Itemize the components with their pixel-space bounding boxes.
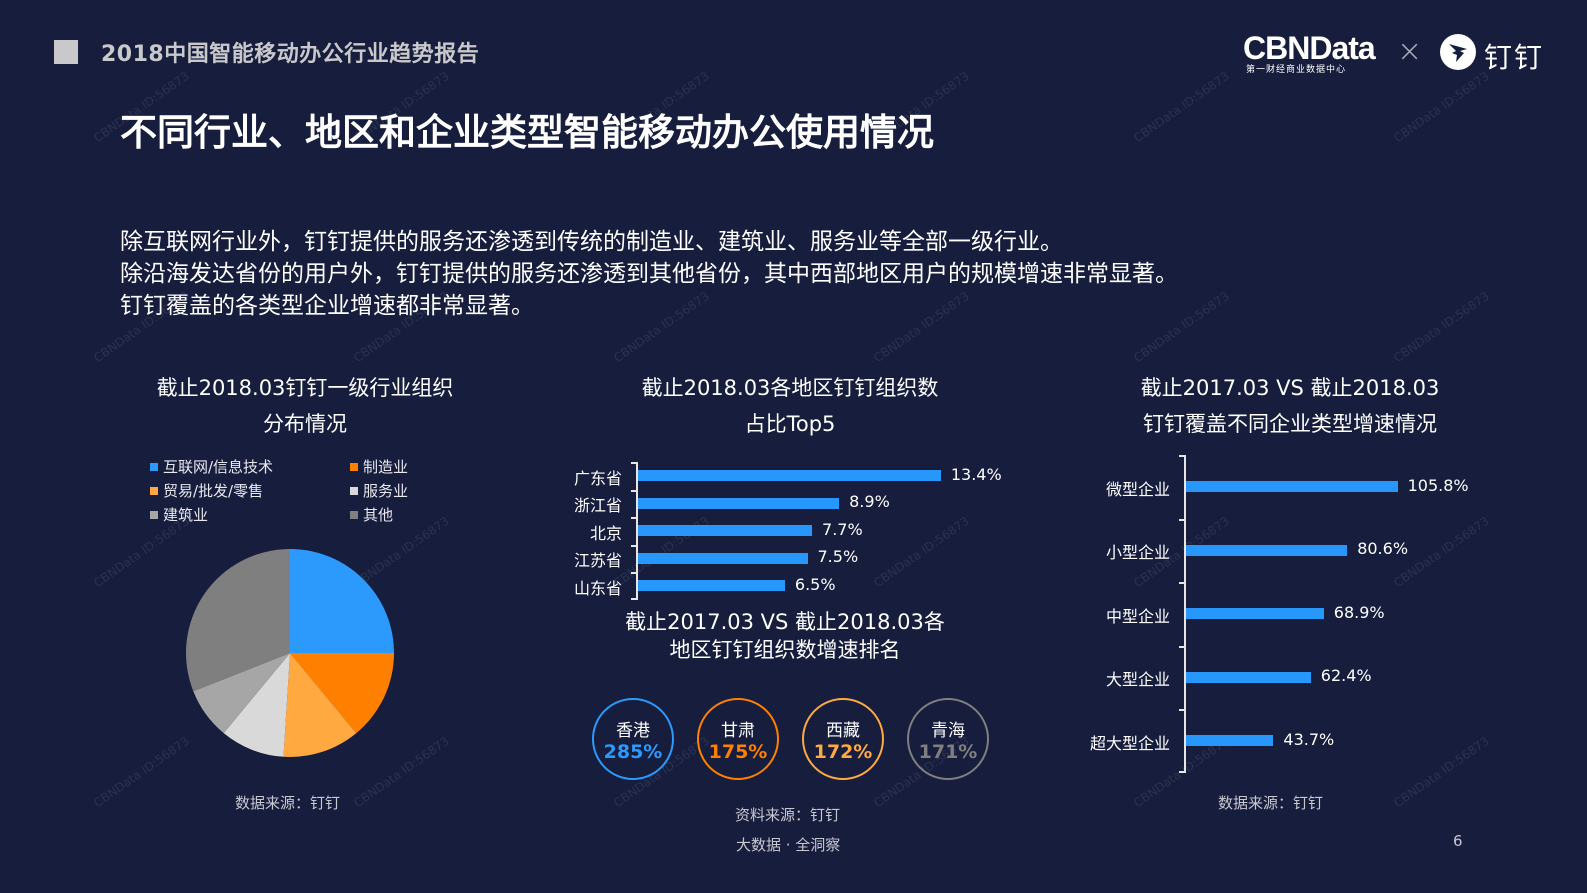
axis-tick — [631, 597, 636, 600]
bar-category-label: 中型企业 — [1105, 606, 1170, 626]
cbndata-logo-subtitle: 第一财经商业数据中心 — [1246, 65, 1347, 75]
growth-ranking-title: 截止2017.03 VS 截止2018.03各 地区钉钉组织数增速排名 — [625, 610, 945, 662]
axis-tick — [631, 517, 636, 519]
watermark-text: CBNData ID:56873 — [1391, 288, 1492, 366]
bar-axis — [1184, 455, 1186, 773]
legend-item: 互联网/信息技术 — [150, 456, 273, 477]
bar-axis — [636, 462, 638, 600]
legend-swatch — [350, 486, 358, 495]
legend-swatch — [150, 462, 158, 471]
bar-category-label: 浙江省 — [573, 496, 622, 516]
enterprise-source: 数据来源：钉钉 — [1218, 794, 1324, 812]
bar-category-label: 江苏省 — [573, 551, 622, 571]
legend-item: 制造业 — [350, 456, 408, 477]
pie-slice — [290, 653, 394, 734]
axis-tick — [1179, 709, 1184, 711]
intro-text: 除互联网行业外，钉钉提供的服务还渗透到传统的制造业、建筑业、服务业等全部一级行业… — [120, 226, 1178, 322]
pie-chart — [185, 549, 394, 757]
axis-tick — [1179, 645, 1184, 648]
dingtalk-logo-text: 钉钉 — [1484, 41, 1545, 74]
pie-source: 数据来源：钉钉 — [235, 794, 341, 812]
axis-tick — [1179, 582, 1184, 584]
report-title: 2018中国智能移动办公行业趋势报告 — [101, 42, 480, 67]
axis-tick — [1179, 770, 1184, 773]
bar-value-label: 7.7% — [822, 519, 863, 539]
watermark-text: CBNData ID:56873 — [91, 733, 192, 811]
pie-slice — [290, 549, 394, 653]
bar-value-label: 68.9% — [1333, 602, 1385, 622]
bar — [1186, 608, 1324, 620]
bar-value-label: 43.7% — [1283, 729, 1335, 749]
bar — [1186, 671, 1311, 683]
region-source: 资料来源：钉钉 — [735, 806, 841, 824]
intro-line: 除互联网行业外，钉钉提供的服务还渗透到传统的制造业、建筑业、服务业等全部一级行业… — [120, 229, 1063, 255]
bar — [1186, 735, 1274, 747]
pie-slice — [193, 653, 290, 734]
logo-separator: × — [1397, 34, 1423, 69]
region-bar-chart: 广东省 13.4% 浙江省 8.9% 北京 7.7% 江苏省 7.5% 山东省 6.5% — [560, 462, 1020, 602]
axis-tick — [631, 462, 636, 464]
bar-category-label: 微型企业 — [1105, 479, 1170, 499]
bar-category-label: 北京 — [589, 523, 622, 543]
watermark-text: CBNData ID:56873 — [1131, 68, 1232, 146]
axis-tick — [1179, 518, 1184, 521]
legend-item: 建筑业 — [150, 504, 208, 525]
axis-tick — [631, 489, 636, 492]
pie-slice — [223, 653, 290, 757]
watermark-text: CBNData ID:56873 — [1391, 68, 1492, 146]
bar-category-label: 山东省 — [573, 578, 622, 598]
intro-line: 钉钉覆盖的各类型企业增速都非常显著。 — [120, 293, 534, 319]
page-title: 不同行业、地区和企业类型智能移动办公使用情况 — [120, 111, 934, 154]
bar-value-label: 6.5% — [794, 574, 836, 594]
axis-tick — [1179, 455, 1184, 457]
enterprise-chart-title: 截止2017.03 VS 截止2018.03 钉钉覆盖不同企业类型增速情况 — [1140, 376, 1440, 436]
cbndata-logo: CBNData — [1243, 30, 1376, 66]
pie-slice — [283, 653, 357, 757]
page-number: 6 — [1453, 832, 1463, 850]
footer-tagline: 大数据 · 全洞察 — [736, 836, 841, 854]
legend-item: 服务业 — [350, 480, 408, 501]
legend-swatch — [150, 486, 158, 495]
bar — [638, 497, 840, 509]
bar-value-label: 105.8% — [1407, 475, 1469, 495]
dingtalk-logo-icon — [1440, 34, 1476, 70]
bar — [1186, 481, 1398, 493]
legend-item: 其他 — [350, 504, 393, 525]
bar — [638, 552, 808, 564]
bar-category-label: 大型企业 — [1105, 670, 1170, 690]
growth-circle-hongkong: 香港 285% — [592, 698, 674, 780]
bar — [1186, 544, 1348, 556]
growth-circle-qinghai: 青海 171% — [907, 698, 989, 780]
bar — [638, 580, 785, 592]
legend-swatch — [350, 510, 358, 519]
legend-swatch — [350, 462, 358, 471]
bar — [638, 525, 813, 537]
header-square-icon — [54, 40, 78, 64]
growth-circle-gansu: 甘肃 175% — [697, 698, 779, 780]
intro-line: 除沿海发达省份的用户外，钉钉提供的服务还渗透到其他省份，其中西部地区用户的规模增… — [120, 261, 1178, 287]
growth-circle-tibet: 西藏 172% — [802, 698, 884, 780]
region-chart-title: 截止2018.03各地区钉钉组织数 占比Top5 — [641, 376, 939, 436]
legend-swatch — [150, 510, 158, 519]
legend-item: 贸易/批发/零售 — [150, 480, 263, 501]
bar-category-label: 小型企业 — [1105, 543, 1170, 563]
pie-chart-title: 截止2018.03钉钉一级行业组织 分布情况 — [156, 376, 454, 436]
bar-value-label: 80.6% — [1357, 539, 1409, 559]
bar-value-label: 8.9% — [849, 492, 890, 512]
bar-value-label: 62.4% — [1320, 666, 1372, 686]
bar — [638, 470, 941, 482]
bar-value-label: 7.5% — [817, 547, 859, 567]
bar-value-label: 13.4% — [950, 464, 1002, 484]
bar-category-label: 广东省 — [573, 468, 622, 488]
bar-category-label: 超大型企业 — [1089, 733, 1170, 753]
enterprise-bar-chart: 微型企业 105.8% 小型企业 80.6% 中型企业 68.9% 大型企业 62.4% 超大型… — [1060, 455, 1520, 780]
axis-tick — [631, 544, 636, 547]
pie-slice — [185, 549, 290, 692]
axis-tick — [631, 572, 636, 574]
watermark-text: CBNData ID:56873 — [91, 513, 192, 591]
